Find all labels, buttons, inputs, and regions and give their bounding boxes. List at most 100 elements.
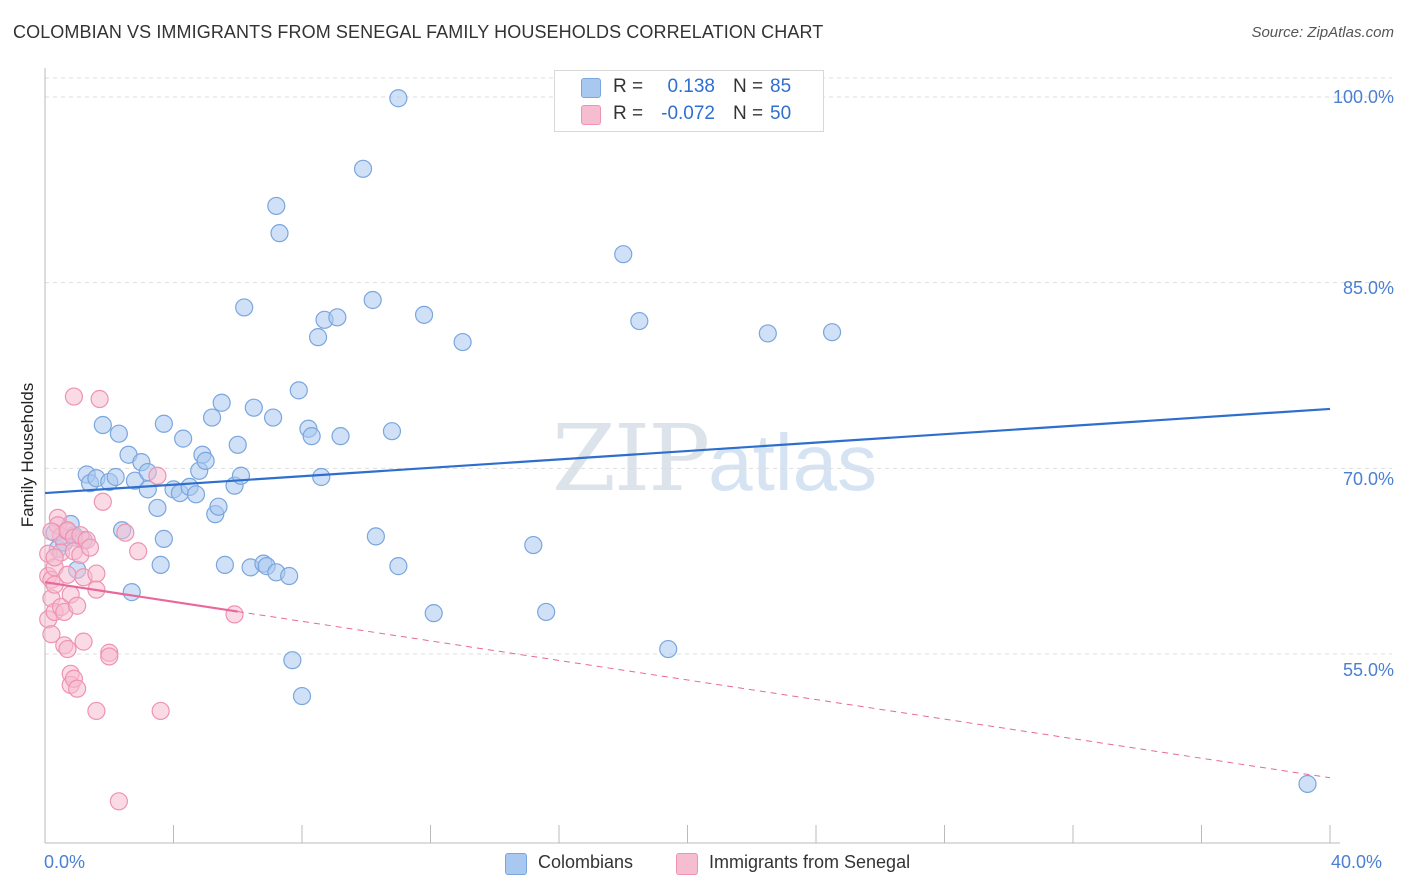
- senegal-point: [116, 523, 135, 542]
- senegal-point: [100, 647, 119, 666]
- senegal-point: [68, 596, 87, 615]
- senegal-point: [129, 542, 148, 561]
- legend-swatch-blue: [581, 78, 601, 98]
- senegal-point: [58, 565, 77, 584]
- legend-r-label: R =: [613, 76, 644, 97]
- legend-r-value: 0.138: [667, 76, 715, 97]
- colombian-point: [630, 311, 649, 331]
- senegal-point: [42, 625, 61, 644]
- colombian-point: [125, 471, 145, 490]
- colombian-point: [280, 566, 299, 586]
- colombian-point: [389, 557, 408, 576]
- colombian-point: [389, 89, 408, 108]
- chart-title: COLOMBIAN VS IMMIGRANTS FROM SENEGAL FAM…: [13, 22, 824, 42]
- bottom-legend-label: Colombians: [538, 852, 634, 872]
- senegal-point: [80, 538, 100, 557]
- senegal-point: [109, 792, 128, 811]
- legend-swatch-pink: [581, 105, 601, 125]
- y-tick-label-55: 55.0%: [1342, 660, 1394, 680]
- colombian-point: [186, 485, 206, 504]
- colombian-point: [758, 324, 777, 343]
- colombian-point: [1298, 774, 1317, 794]
- senegal-trend-line-dashed: [237, 611, 1331, 779]
- colombian-point: [174, 429, 193, 448]
- legend-row-colombians: R = 0.138 N = 85: [555, 74, 823, 100]
- colombian-point: [270, 224, 289, 243]
- y-tick-label-85: 85.0%: [1342, 278, 1394, 298]
- legend-n-label: N =: [733, 76, 764, 97]
- colombian-point: [312, 467, 331, 487]
- colombian-point: [263, 408, 283, 427]
- senegal-point: [87, 701, 106, 721]
- colombian-point: [524, 535, 543, 555]
- colombian-point: [424, 604, 443, 623]
- senegal-point: [42, 522, 61, 541]
- colombian-point: [822, 323, 842, 342]
- bottom-legend-swatch-blue: [505, 853, 527, 875]
- colombian-point: [151, 555, 170, 574]
- colombian-point: [148, 498, 167, 518]
- colombian-point: [328, 308, 347, 327]
- colombian-point: [267, 196, 286, 216]
- colombian-point: [109, 424, 128, 443]
- senegal-point: [58, 639, 77, 659]
- colombian-point: [154, 414, 173, 433]
- x-tick-label-40: 40.0%: [1331, 852, 1383, 872]
- colombian-point: [614, 245, 633, 264]
- colombian-point: [209, 497, 228, 516]
- y-tick-label-70: 70.0%: [1342, 469, 1394, 489]
- senegal-point: [151, 701, 170, 721]
- senegal-point: [148, 466, 167, 485]
- colombian-point: [122, 583, 141, 602]
- senegal-point: [87, 564, 106, 583]
- senegal-point: [64, 387, 84, 406]
- bottom-legend-label: Immigrants from Senegal: [709, 852, 911, 872]
- legend-n-value: 85: [770, 76, 792, 97]
- colombian-point: [353, 159, 373, 178]
- colombian-trend-line: [44, 407, 1331, 495]
- colombian-point: [366, 527, 385, 546]
- source-credit: Source: ZipAtlas.com: [1251, 24, 1394, 41]
- colombian-point: [414, 305, 434, 324]
- senegal-point: [225, 605, 244, 624]
- senegal-trend-line-solid: [44, 581, 238, 613]
- colombian-point: [659, 639, 678, 659]
- legend-r-value: -0.072: [661, 103, 715, 124]
- colombian-point: [235, 298, 254, 317]
- legend-n-value: 50: [770, 103, 792, 124]
- colombian-point: [212, 393, 231, 412]
- colombian-point: [453, 332, 472, 352]
- colombian-point: [292, 686, 312, 706]
- y-tick-label-100: 100.0%: [1332, 87, 1394, 107]
- colombian-point: [363, 290, 382, 310]
- senegal-point: [68, 679, 87, 698]
- colombian-point: [331, 427, 350, 446]
- colombian-point: [93, 415, 112, 435]
- senegal-point: [74, 632, 93, 651]
- colombian-point: [228, 435, 247, 454]
- colombian-point: [154, 529, 173, 548]
- colombian-point: [289, 381, 308, 400]
- colombian-point: [283, 651, 302, 670]
- colombian-point: [106, 467, 125, 487]
- watermark-atlas: atlas: [708, 418, 878, 507]
- senegal-point: [90, 389, 109, 409]
- colombian-point: [244, 398, 263, 417]
- legend-row-senegal: R = -0.072 N = 50: [555, 101, 823, 127]
- legend-r-label: R =: [613, 103, 644, 124]
- colombian-point: [215, 555, 234, 574]
- y-axis-label: Family Households: [18, 382, 37, 528]
- bottom-legend-swatch-pink: [676, 853, 698, 875]
- legend-n-label: N =: [733, 103, 764, 124]
- colombian-point: [537, 602, 556, 622]
- x-tick-label-0: 0.0%: [44, 852, 86, 872]
- colombian-point: [382, 422, 402, 441]
- colombian-point: [202, 408, 222, 427]
- colombian-point: [302, 427, 321, 446]
- senegal-point: [45, 548, 64, 567]
- correlation-legend: R = 0.138 N = 85 R = -0.072 N = 50: [554, 70, 824, 132]
- colombian-point: [196, 451, 215, 471]
- senegal-point: [93, 492, 112, 511]
- colombian-point: [308, 328, 328, 347]
